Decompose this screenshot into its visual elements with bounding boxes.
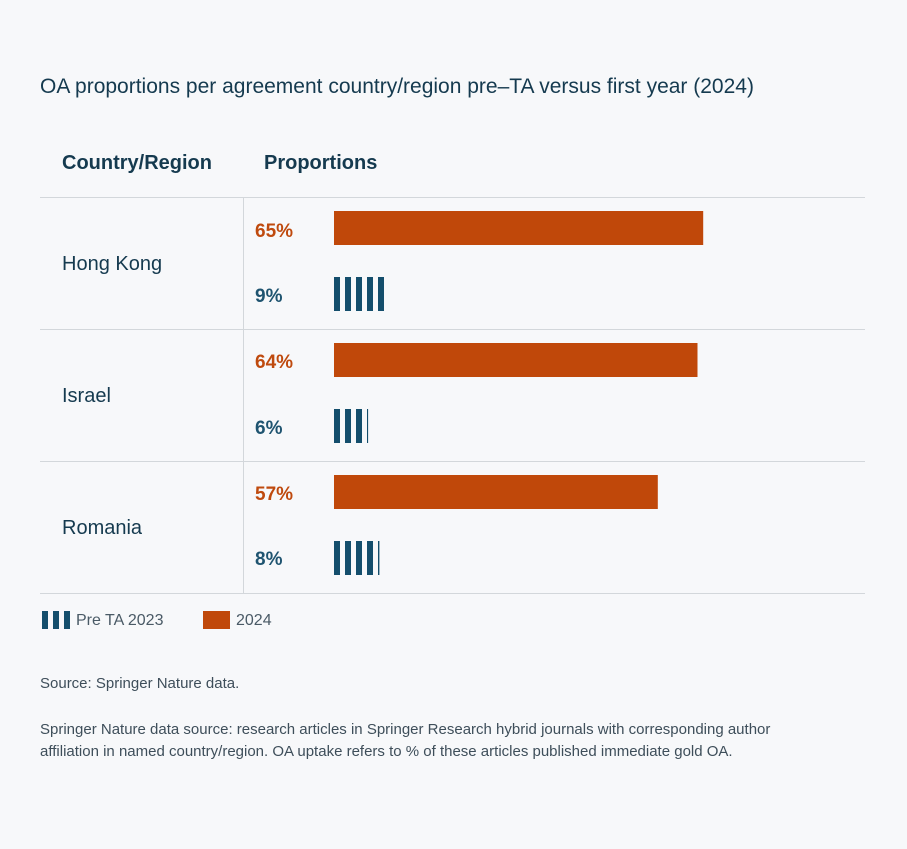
bar-pre-ta-hong-kong xyxy=(334,277,384,311)
source-note: Source: Springer Nature data. xyxy=(40,675,240,692)
country-label-romania: Romania xyxy=(62,517,143,539)
column-divider xyxy=(243,197,244,593)
bar-2024-israel xyxy=(334,343,698,377)
data-label-hong-kong-pre-ta: 9% xyxy=(255,286,283,307)
row-divider xyxy=(40,593,865,594)
data-label-romania-pre-ta: 8% xyxy=(255,549,283,570)
bar-pre-ta-israel xyxy=(334,409,369,443)
legend-swatch-pre-ta xyxy=(42,611,70,629)
row-divider xyxy=(40,461,865,462)
country-label-israel: Israel xyxy=(62,385,111,407)
country-label-hong-kong: Hong Kong xyxy=(62,253,163,275)
bar-2024-hong-kong xyxy=(334,211,704,245)
row-divider xyxy=(40,329,865,330)
data-label-hong-kong-2024: 65% xyxy=(255,221,294,242)
column-header-proportions: Proportions xyxy=(264,152,378,174)
legend-label-2024: 2024 xyxy=(236,612,272,629)
row-divider xyxy=(40,197,865,198)
chart-title: OA proportions per agreement country/reg… xyxy=(40,75,754,98)
bar-pre-ta-romania xyxy=(334,541,380,575)
data-label-israel-pre-ta: 6% xyxy=(255,418,283,439)
data-label-romania-2024: 57% xyxy=(255,484,294,505)
bar-2024-romania xyxy=(334,475,658,509)
methodology-note-line-2: affiliation in named country/region. OA … xyxy=(40,743,733,760)
data-label-israel-2024: 64% xyxy=(255,352,294,373)
legend-swatch-2024 xyxy=(203,611,230,629)
legend-label-pre-ta: Pre TA 2023 xyxy=(76,612,164,629)
column-header-country: Country/Region xyxy=(62,152,212,174)
methodology-note-line-1: Springer Nature data source: research ar… xyxy=(40,721,771,738)
